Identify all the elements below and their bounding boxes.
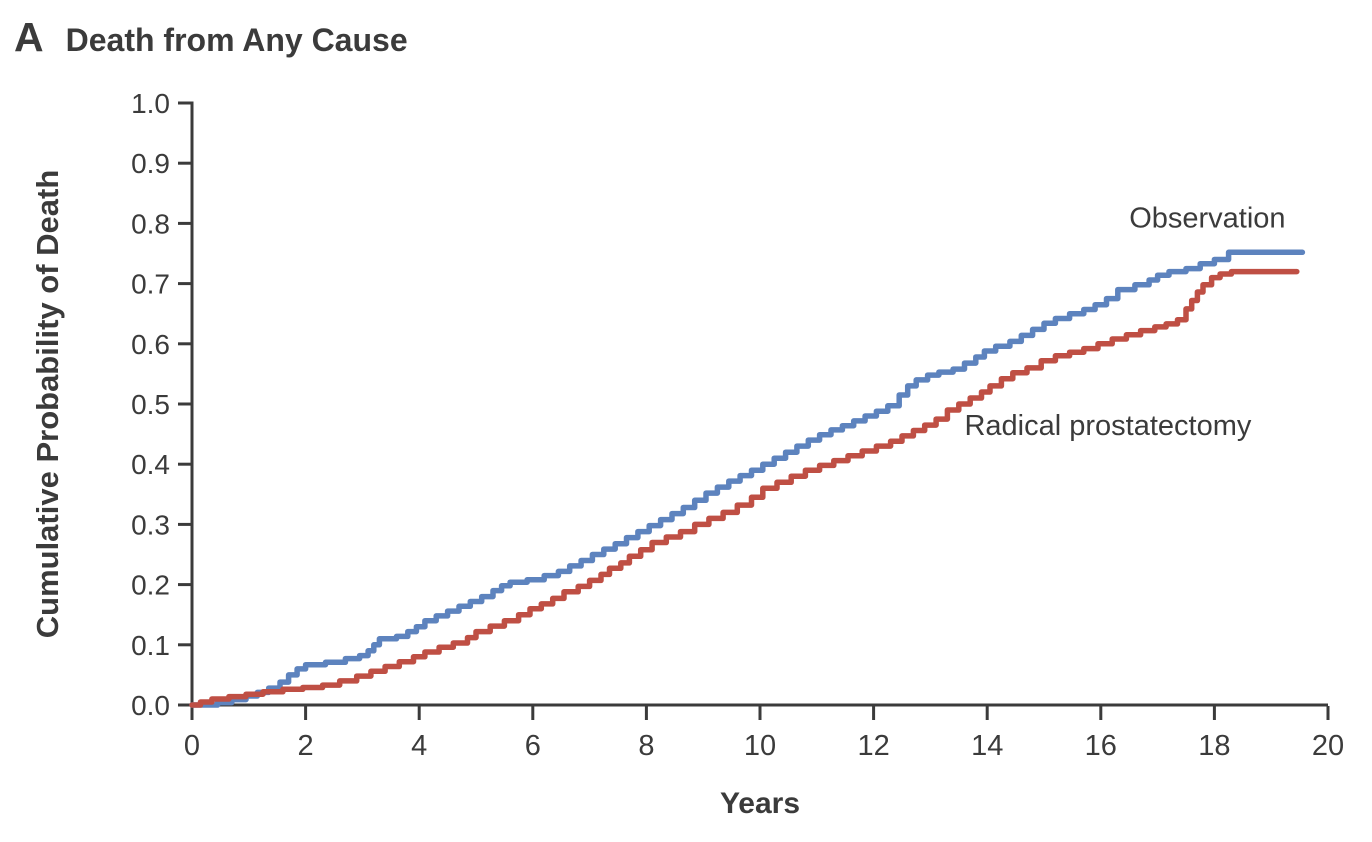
x-axis-title: Years — [720, 787, 800, 820]
y-axis-title: Cumulative Probability of Death — [30, 170, 65, 639]
y-tick-label: 0.0 — [131, 690, 170, 721]
figure-title: Death from Any Cause — [65, 22, 408, 58]
y-tick-label: 1.0 — [131, 88, 170, 119]
x-tick-label: 2 — [298, 730, 314, 762]
y-tick-label: 0.7 — [131, 269, 170, 300]
y-tick-label: 0.2 — [131, 570, 170, 601]
y-tick-label: 0.6 — [131, 329, 170, 360]
x-tick-label: 4 — [411, 730, 427, 762]
x-tick-label: 12 — [857, 730, 889, 762]
y-tick-label: 0.3 — [131, 509, 170, 540]
x-tick-label: 0 — [184, 730, 200, 762]
y-tick-label: 0.5 — [131, 389, 170, 420]
x-tick-label: 6 — [525, 730, 541, 762]
series-label-radical-prostatectomy: Radical prostatectomy — [964, 410, 1251, 442]
x-tick-label: 10 — [744, 730, 776, 762]
axis-spines — [190, 101, 1328, 707]
x-tick-label: 14 — [971, 730, 1003, 762]
figure-header: A Death from Any Cause — [14, 14, 408, 61]
x-tick-label: 18 — [1198, 730, 1230, 762]
series-line-radical-prostatectomy — [189, 268, 1300, 708]
y-tick-label: 0.8 — [131, 208, 170, 239]
panel-label: A — [14, 14, 44, 60]
x-tick-label: 16 — [1085, 730, 1117, 762]
x-tick-label: 8 — [638, 730, 654, 762]
y-tick-label: 0.4 — [131, 449, 170, 480]
y-tick-label: 0.9 — [131, 148, 170, 179]
x-tick-label: 20 — [1312, 730, 1344, 762]
series-line-observation — [189, 249, 1306, 708]
series-label-observation: Observation — [1129, 202, 1285, 234]
y-tick-label: 0.1 — [131, 630, 170, 661]
